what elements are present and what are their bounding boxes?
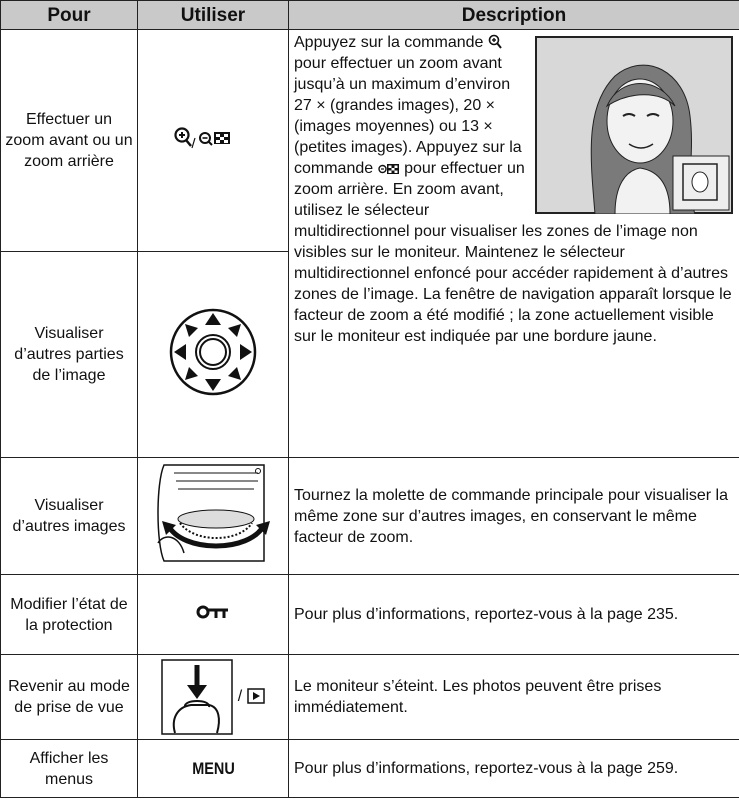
zoom-out-icon xyxy=(377,164,399,174)
description-cell: Tournez la molette de commande principal… xyxy=(288,457,739,575)
row: Revenir au mode de prise de vue / Le mon… xyxy=(0,654,739,740)
pour-cell: Modifier l’état de la protection xyxy=(0,574,138,655)
playback-icon xyxy=(246,688,265,704)
zoom-icons xyxy=(174,126,230,148)
zoom-in-icon xyxy=(488,34,502,49)
use-cell xyxy=(137,251,289,458)
header-cell: Description xyxy=(288,0,739,30)
description-cell: Pour plus d’informations, reportez-vous … xyxy=(288,739,739,798)
row: Visualiser d’autres parties de l’image xyxy=(0,251,739,458)
protect-icon xyxy=(196,605,228,618)
use-cell: / xyxy=(137,654,289,740)
description-text: Appuyez sur la commande xyxy=(294,34,484,51)
description-cell: Le moniteur s’éteint. Les photos peuvent… xyxy=(288,654,739,740)
pour-cell: Revenir au mode de prise de vue xyxy=(0,654,138,740)
pour-cell: Visualiser d’autres images xyxy=(0,457,138,575)
header-cell: Pour xyxy=(0,0,138,30)
header-cell: Utiliser xyxy=(137,0,289,30)
use-cell: MENU xyxy=(148,739,278,798)
command-dial-icon xyxy=(157,464,270,562)
pour-cell: Effectuer un zoom avant ou un zoom arriè… xyxy=(0,29,138,252)
use-cell xyxy=(137,29,289,252)
row: Modifier l’état de la protection Pour pl… xyxy=(0,574,739,655)
shutter-icon xyxy=(161,659,234,735)
pour-cell: Visualiser d’autres parties de l’image xyxy=(0,251,138,458)
header-row: Pour Utiliser Description xyxy=(0,0,739,30)
separator: / xyxy=(237,688,243,706)
row: Visualiser d’autres images Tournez la mo… xyxy=(0,457,739,575)
description-text: pour effectuer un zoom arrière. En zoom … xyxy=(294,160,732,345)
description-cell: Pour plus d’informations, reportez-vous … xyxy=(288,574,739,655)
description-text: pour effectuer un zoom avant jusqu’à un … xyxy=(294,55,522,177)
row: Afficher les menus MENU Pour plus d’info… xyxy=(0,739,739,798)
preview-photo xyxy=(535,36,733,214)
multi-selector-icon xyxy=(169,308,257,395)
description-cell: Appuyez sur la commande pour effectuer u… xyxy=(288,29,739,458)
pour-cell: Afficher les menus xyxy=(0,739,138,798)
use-cell xyxy=(137,457,289,575)
row: Effectuer un zoom avant ou un zoom arriè… xyxy=(0,29,739,458)
use-cell xyxy=(137,574,289,655)
